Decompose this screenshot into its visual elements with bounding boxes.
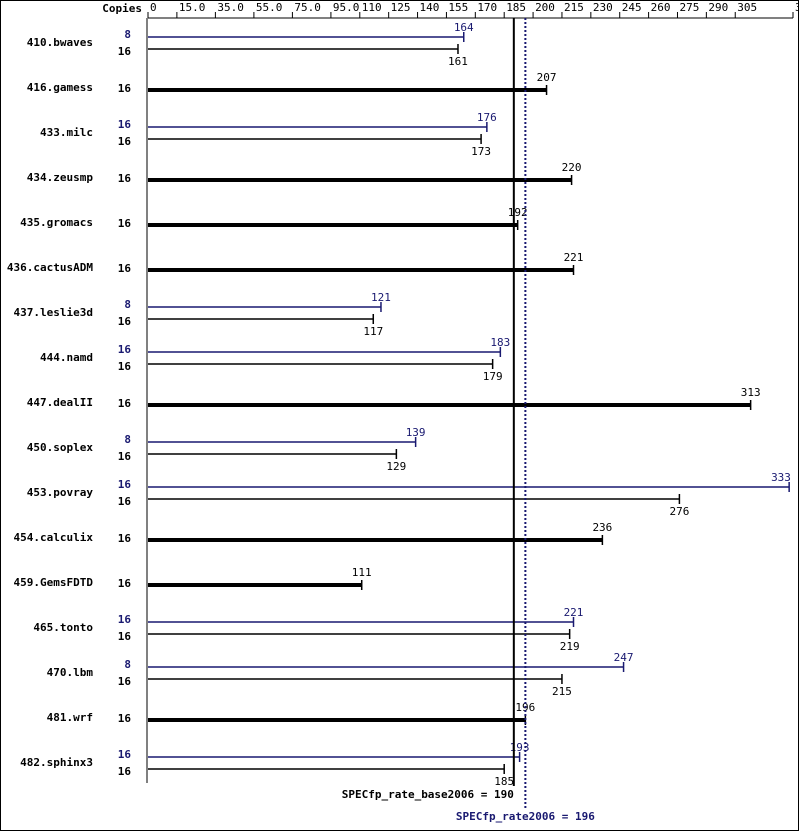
copies: 16 [118, 135, 132, 148]
base-label: 276 [669, 505, 689, 518]
x-tick-label: 230 [593, 1, 613, 14]
x-tick-label: 125 [391, 1, 411, 14]
peak-label: 333 [771, 471, 791, 484]
benchmark-name: 410.bwaves [27, 36, 93, 49]
copies: 16 [118, 532, 132, 545]
peak-label: 193 [510, 741, 530, 754]
copies: 16 [118, 577, 132, 590]
base-label: 313 [741, 386, 761, 399]
base-label: 221 [564, 251, 584, 264]
reference-label: SPECfp_rate2006 = 196 [456, 810, 595, 823]
copies: 16 [118, 315, 132, 328]
base-label: 219 [560, 640, 580, 653]
copies: 16 [118, 495, 132, 508]
benchmark-name: 434.zeusmp [27, 171, 94, 184]
copies: 8 [124, 658, 131, 671]
x-tick-label: 0 [150, 1, 157, 14]
x-tick-label: 110 [362, 1, 382, 14]
base-label: 192 [508, 206, 528, 219]
benchmark-name: 450.soplex [27, 441, 94, 454]
copies: 16 [118, 217, 132, 230]
copies: 8 [124, 433, 131, 446]
peak-label: 247 [614, 651, 634, 664]
benchmark-name: 444.namd [40, 351, 93, 364]
benchmark-name: 482.sphinx3 [20, 756, 93, 769]
benchmark-name: 435.gromacs [20, 216, 93, 229]
peak-label: 176 [477, 111, 497, 124]
copies: 16 [118, 82, 132, 95]
peak-label: 139 [406, 426, 426, 439]
base-label: 215 [552, 685, 572, 698]
x-tick-label: 335 [795, 1, 799, 14]
x-tick-label: 305 [737, 1, 757, 14]
benchmark-name: 465.tonto [33, 621, 93, 634]
copies: 16 [118, 172, 132, 185]
benchmark-name: 437.leslie3d [14, 306, 93, 319]
base-label: 161 [448, 55, 468, 68]
x-tick-label: 275 [679, 1, 699, 14]
base-label: 220 [562, 161, 582, 174]
base-label: 236 [592, 521, 612, 534]
copies: 16 [118, 478, 132, 491]
benchmark-name: 416.gamess [27, 81, 93, 94]
base-label: 111 [352, 566, 372, 579]
copies-header: Copies [102, 2, 142, 15]
copies: 16 [118, 343, 132, 356]
x-tick-label: 260 [651, 1, 671, 14]
base-label: 129 [386, 460, 406, 473]
x-tick-label: 75.0 [294, 1, 321, 14]
x-tick-label: 55.0 [256, 1, 282, 14]
copies: 16 [118, 450, 132, 463]
copies: 16 [118, 675, 132, 688]
x-tick-label: 140 [420, 1, 440, 14]
benchmark-name: 481.wrf [47, 711, 93, 724]
peak-label: 164 [454, 21, 474, 34]
copies: 16 [118, 748, 132, 761]
benchmark-name: 470.lbm [47, 666, 94, 679]
benchmark-name: 453.povray [27, 486, 94, 499]
copies: 8 [124, 28, 131, 41]
reference-label: SPECfp_rate_base2006 = 190 [342, 788, 514, 801]
copies: 16 [118, 45, 132, 58]
base-label: 207 [537, 71, 557, 84]
x-tick-label: 245 [622, 1, 642, 14]
x-tick-label: 290 [708, 1, 728, 14]
x-tick-label: 170 [477, 1, 497, 14]
peak-label: 183 [490, 336, 510, 349]
copies: 16 [118, 765, 132, 778]
x-tick-label: 200 [535, 1, 555, 14]
copies: 16 [118, 397, 132, 410]
x-tick-label: 185 [506, 1, 526, 14]
benchmark-name: 436.cactusADM [7, 261, 93, 274]
benchmark-name: 454.calculix [14, 531, 94, 544]
x-tick-label: 155 [448, 1, 468, 14]
benchmark-name: 459.GemsFDTD [14, 576, 94, 589]
base-label: 179 [483, 370, 503, 383]
base-label: 173 [471, 145, 491, 158]
copies: 16 [118, 613, 132, 626]
copies: 8 [124, 298, 131, 311]
base-label: 117 [363, 325, 383, 338]
copies: 16 [118, 118, 132, 131]
x-tick-label: 95.0 [333, 1, 360, 14]
benchmark-name: 447.dealII [27, 396, 93, 409]
copies: 16 [118, 360, 132, 373]
benchmark-name: 433.milc [40, 126, 93, 139]
x-tick-label: 15.0 [179, 1, 206, 14]
copies: 16 [118, 712, 132, 725]
x-tick-label: 215 [564, 1, 584, 14]
base-label: 185 [494, 775, 514, 788]
copies: 16 [118, 630, 132, 643]
copies: 16 [118, 262, 132, 275]
peak-label: 121 [371, 291, 391, 304]
x-tick-label: 35.0 [217, 1, 244, 14]
peak-label: 221 [564, 606, 584, 619]
